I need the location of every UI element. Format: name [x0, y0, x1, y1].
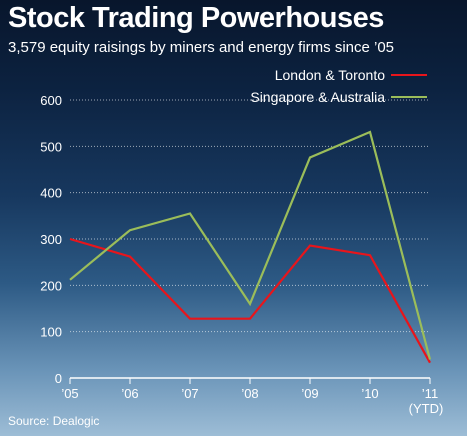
legend: London & Toronto Singapore & Australia: [250, 64, 427, 108]
x-tick-sublabel-6: (YTD): [409, 401, 444, 416]
y-tick-label-200: 200: [40, 278, 62, 293]
chart-subtitle: 3,579 equity raisings by miners and ener…: [8, 39, 395, 56]
x-tick-label-5: ’10: [361, 386, 378, 401]
source-note: Source: Dealogic: [8, 414, 100, 428]
x-tick-label-1: ’06: [121, 386, 138, 401]
legend-item-london-toronto: London & Toronto: [250, 64, 427, 86]
x-tick-label-3: ’08: [241, 386, 258, 401]
legend-swatch-london-toronto: [391, 74, 427, 76]
y-tick-label-500: 500: [40, 139, 62, 154]
x-tick-label-0: ’05: [61, 386, 78, 401]
y-tick-label-0: 0: [55, 371, 62, 386]
legend-swatch-singapore-australia: [391, 96, 427, 98]
legend-item-singapore-australia: Singapore & Australia: [250, 86, 427, 108]
x-tick-label-2: ’07: [181, 386, 198, 401]
y-tick-label-100: 100: [40, 325, 62, 340]
x-tick-label-6: ’11: [422, 386, 438, 401]
y-tick-label-300: 300: [40, 232, 62, 247]
y-tick-label-600: 600: [40, 93, 62, 108]
series-line-london-toronto: [69, 237, 431, 364]
legend-label-singapore-australia: Singapore & Australia: [250, 89, 385, 105]
legend-label-london-toronto: London & Toronto: [274, 67, 385, 83]
y-tick-label-400: 400: [40, 186, 62, 201]
series-line-singapore-australia: [69, 130, 432, 360]
chart-title: Stock Trading Powerhouses: [8, 2, 384, 34]
x-tick-label-4: ’09: [301, 386, 318, 401]
